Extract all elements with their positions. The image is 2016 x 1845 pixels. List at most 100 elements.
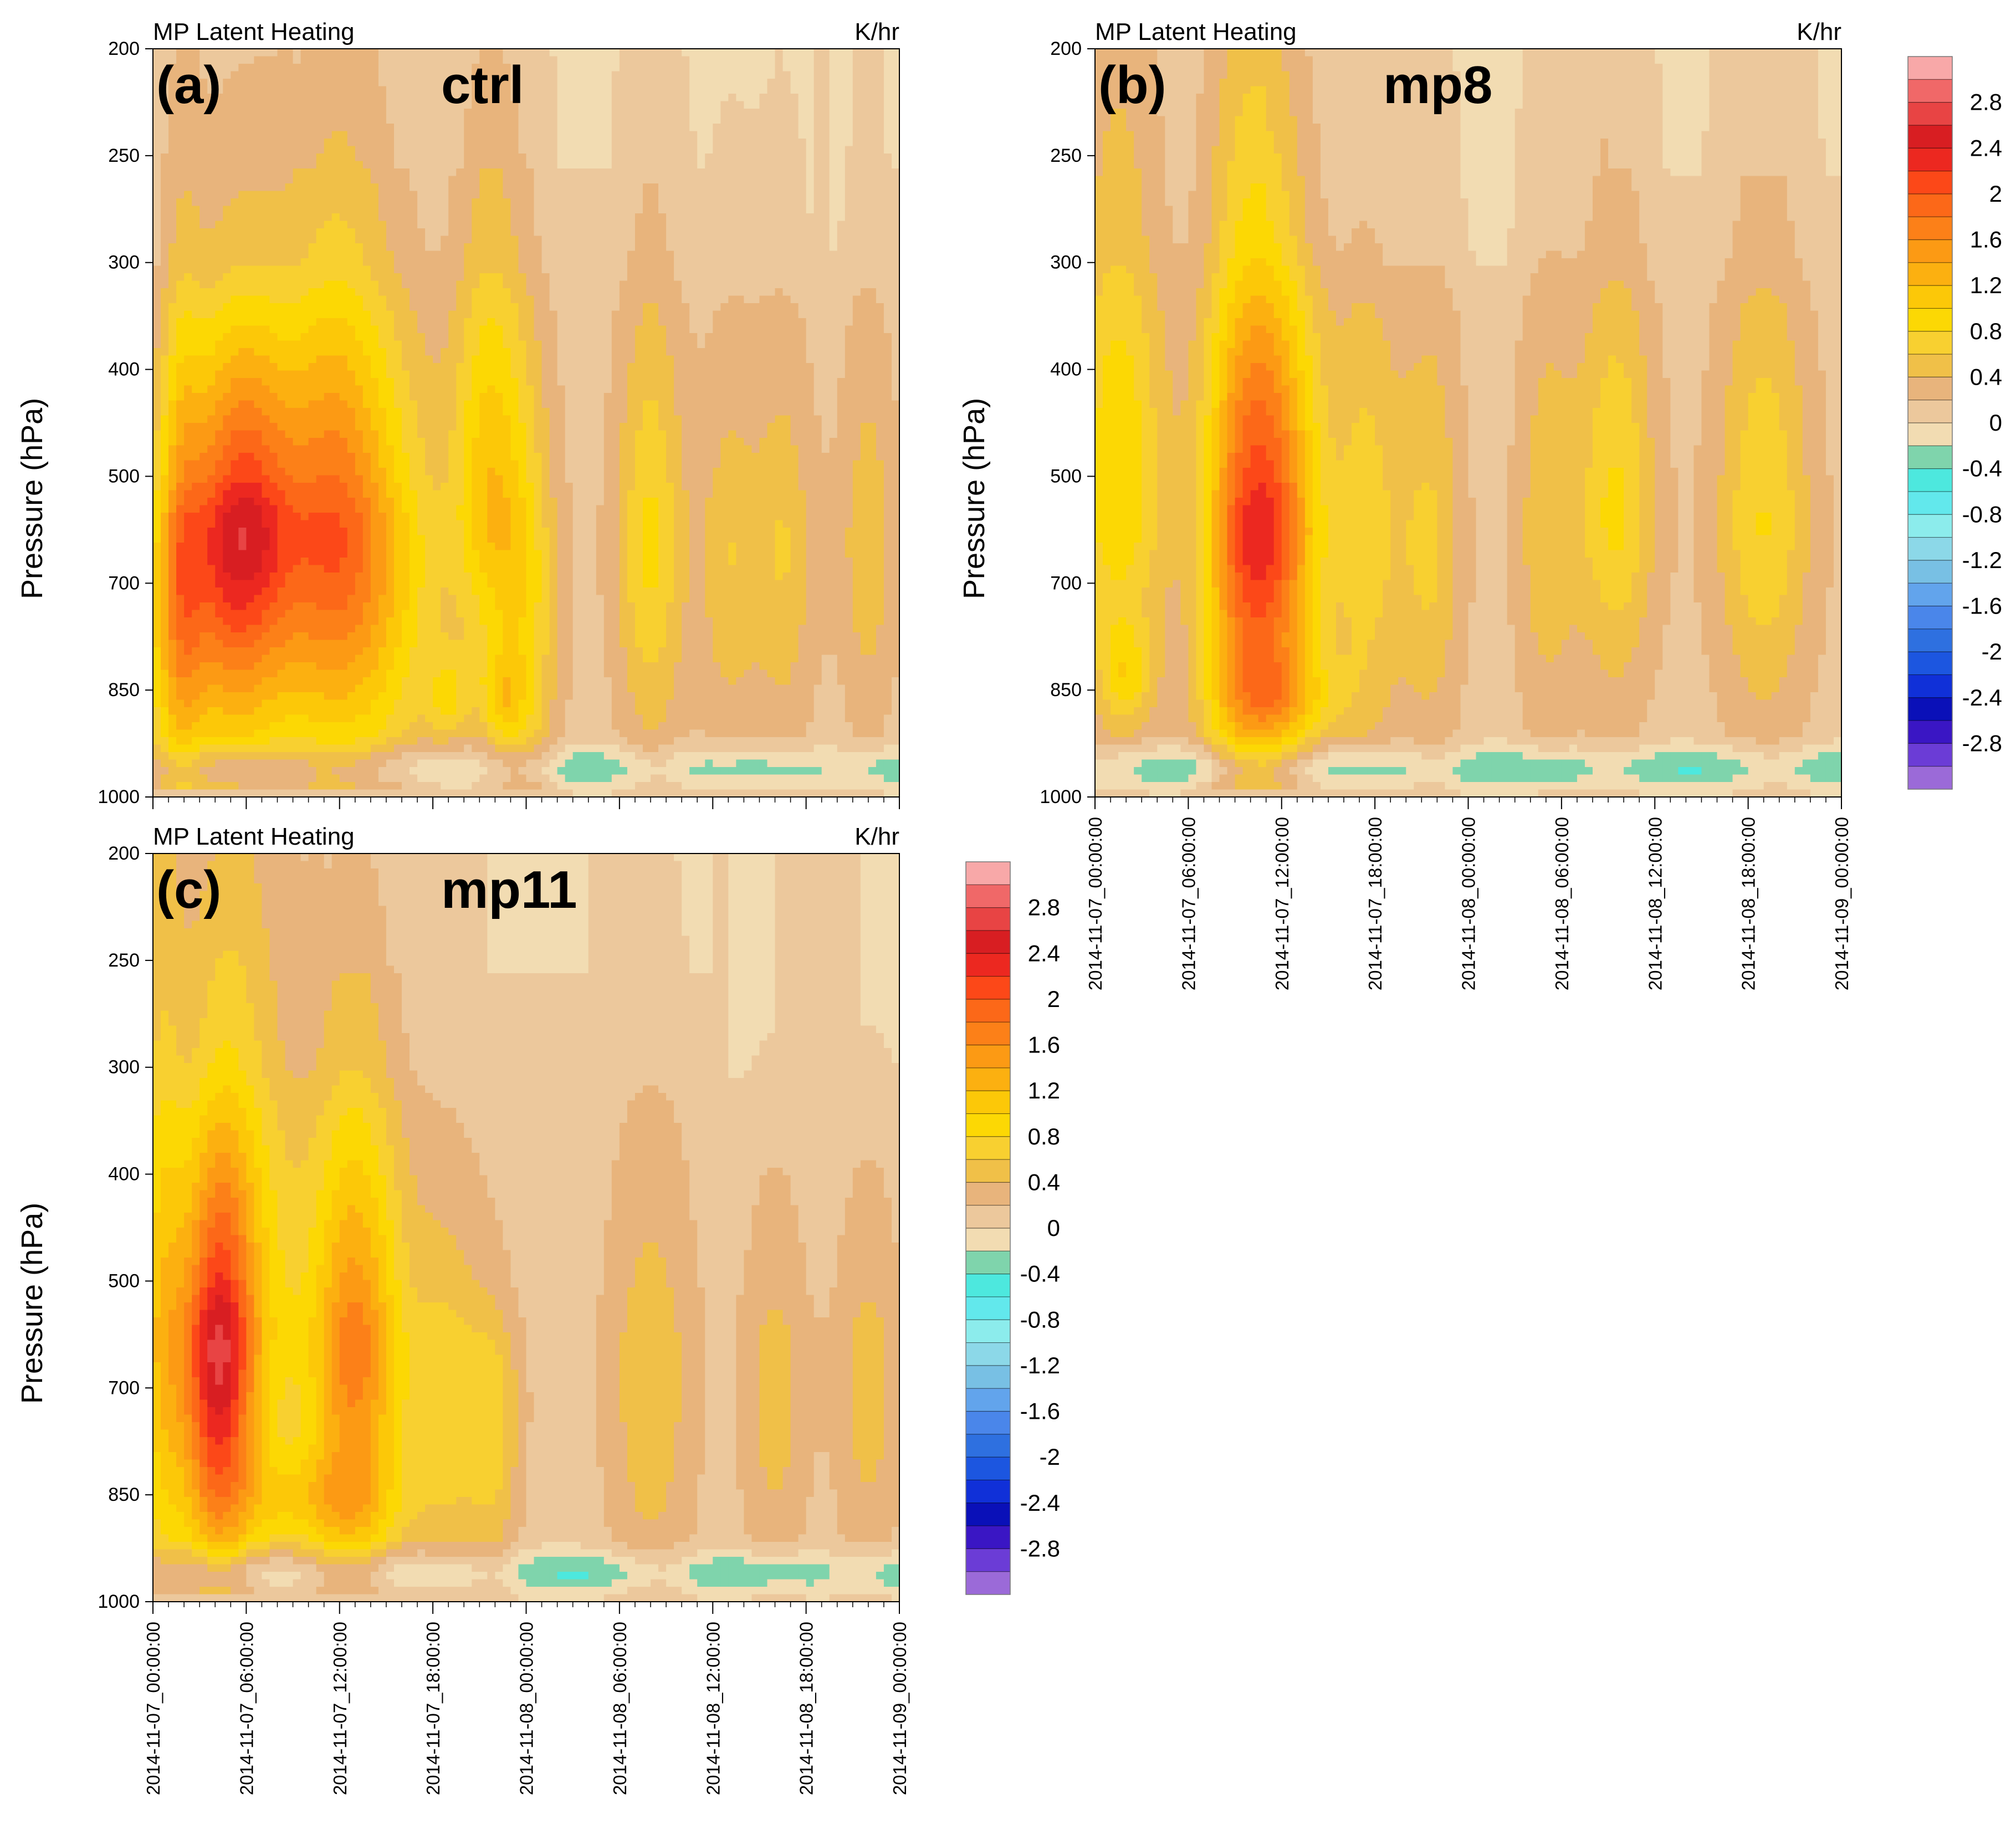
contour-cell [417,71,426,79]
contour-cell [526,393,535,401]
contour-cell [705,124,714,132]
contour-cell [510,206,519,214]
contour-cell [238,430,247,438]
contour-cell [720,124,729,132]
contour-cell [720,94,729,102]
contour-cell [448,348,457,356]
contour-cell [572,363,581,371]
contour-cell [682,94,690,102]
contour-cell [300,340,309,349]
contour-cell [246,154,255,162]
contour-cell [798,295,807,304]
contour-cell [829,243,838,252]
contour-cell [565,318,574,326]
contour-cell [254,198,263,207]
contour-cell [223,191,232,199]
contour-cell [674,251,682,259]
contour-cell [362,325,371,334]
contour-cell [705,400,714,408]
contour-cell [767,116,776,124]
contour-cell [689,154,698,162]
contour-cell [215,86,224,94]
contour-cell [642,288,651,297]
contour-cell [518,295,527,304]
contour-cell [565,206,574,214]
contour-cell [782,303,791,311]
contour-cell [572,333,581,341]
contour-cell [876,400,884,408]
contour-cell [845,56,853,64]
contour-cell [246,243,255,252]
contour-cell [689,363,698,371]
contour-cell [526,280,535,289]
contour-cell [324,355,332,364]
contour-cell [417,124,426,132]
contour-cell [410,161,418,169]
contour-cell [837,303,846,311]
contour-cell [238,355,247,364]
contour-cell [860,280,869,289]
contour-cell [362,94,371,102]
contour-cell [642,101,651,109]
contour-cell [666,154,674,162]
contour-cell [689,340,698,349]
contour-cell [503,340,511,349]
contour-cell [464,363,473,371]
contour-cell [868,280,877,289]
contour-cell [161,258,169,267]
contour-cell [199,191,208,199]
contour-cell [868,258,877,267]
contour-cell [588,221,597,229]
contour-cell [417,64,426,72]
contour-cell [806,415,815,423]
contour-cell [860,251,869,259]
contour-cell [402,423,410,431]
contour-cell [362,370,371,379]
contour-cell [518,221,527,229]
contour-cell [300,198,309,207]
contour-cell [510,265,519,274]
contour-cell [572,258,581,267]
contour-cell [728,378,737,386]
contour-cell [269,183,278,192]
contour-cell [308,325,317,334]
contour-cell [277,273,286,282]
contour-cell [883,318,892,326]
contour-cell [293,124,301,132]
contour-cell [393,86,402,94]
contour-cell [775,265,784,274]
contour-cell [759,213,768,222]
contour-cell [231,258,239,267]
contour-cell [549,243,558,252]
contour-cell [495,251,504,259]
contour-cell [744,221,753,229]
contour-cell [269,191,278,199]
contour-cell [331,71,340,79]
contour-cell [184,258,192,267]
contour-cell [526,116,535,124]
contour-cell [736,288,745,297]
contour-cell [324,109,332,117]
contour-cell [603,251,612,259]
contour-cell [339,139,348,147]
contour-cell [549,303,558,311]
contour-cell [868,221,877,229]
contour-cell [603,236,612,244]
contour-cell [254,116,263,124]
contour-cell [821,348,830,356]
contour-cell [651,168,659,177]
contour-cell [603,415,612,423]
contour-cell [526,198,535,207]
contour-cell [666,295,674,304]
contour-cell [557,139,566,147]
contour-cell [736,124,745,132]
contour-cell [627,400,636,408]
contour-cell [300,385,309,393]
contour-cell [713,400,722,408]
contour-cell [806,236,815,244]
contour-cell [534,333,543,341]
contour-cell [713,303,722,311]
contour-cell [277,325,286,334]
contour-cell [720,355,729,364]
contour-cell [464,198,473,207]
